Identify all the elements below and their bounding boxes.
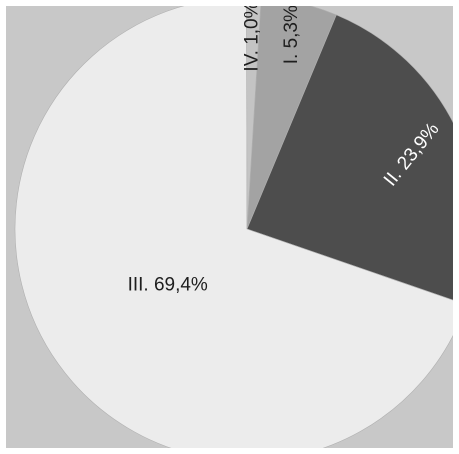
pie-slice-4	[246, 0, 262, 230]
pie-slice-3	[14, 0, 459, 454]
slice-label-4: IV. 1,0%	[242, 1, 263, 71]
slice-label-3: III. 69,4%	[128, 275, 208, 296]
pie-slices	[14, 0, 459, 454]
slice-label-1: I. 5,3%	[281, 5, 302, 64]
